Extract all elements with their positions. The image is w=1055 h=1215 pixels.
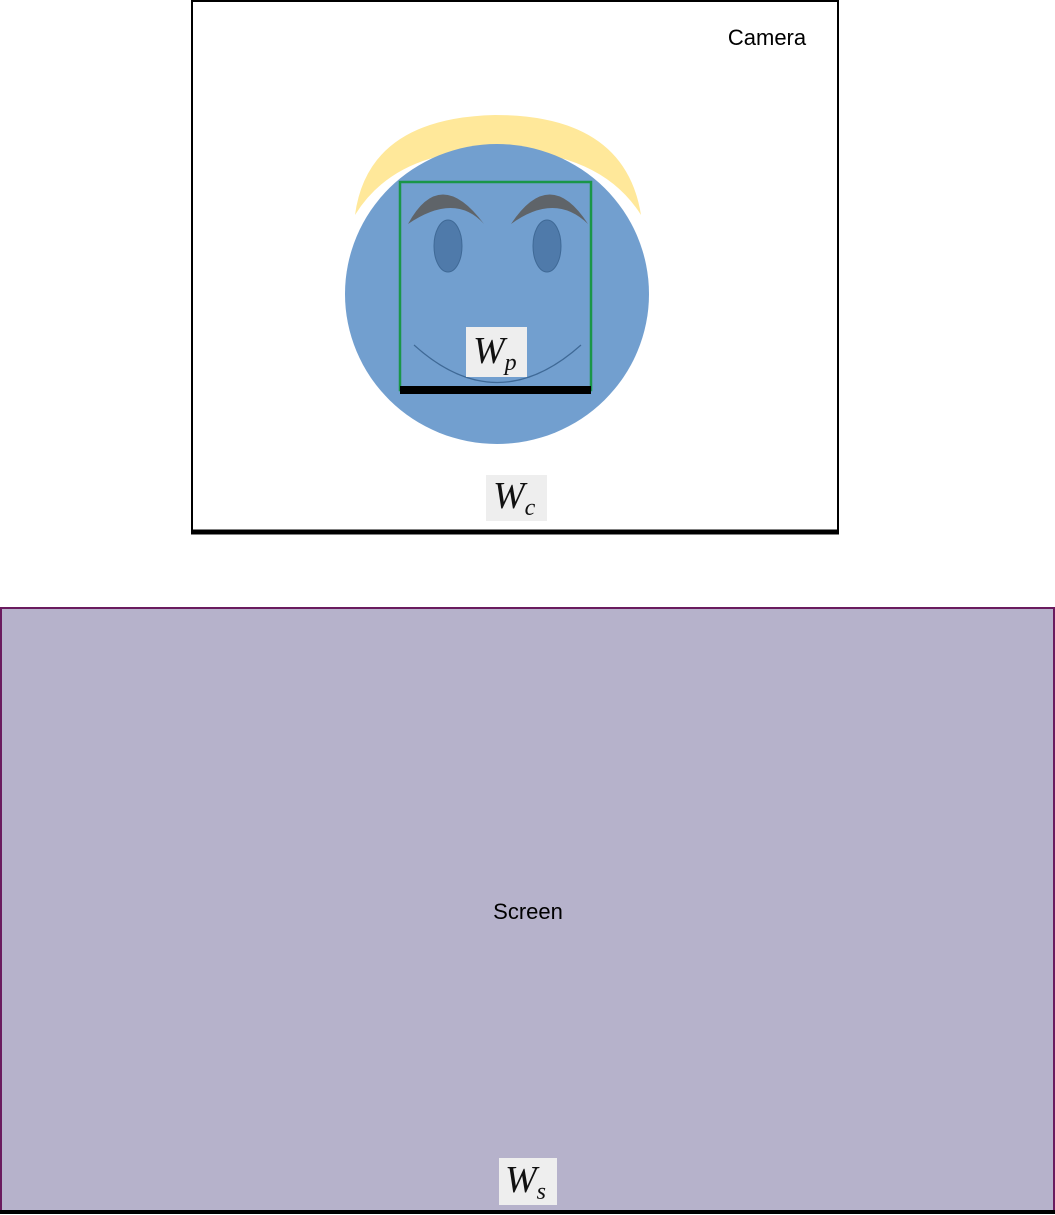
camera-width-symbol-text: Wc: [493, 475, 536, 521]
camera-label: Camera: [728, 25, 807, 50]
camera-width-symbol-sub: c: [525, 495, 536, 521]
camera-width-symbol-bg: [486, 475, 547, 521]
right-eyebrow: [511, 194, 588, 224]
camera-width-symbol-main: W: [493, 475, 528, 517]
smile-line: [413, 344, 582, 383]
screen-rect: [0, 607, 1055, 1213]
screen-width-symbol-bg: [499, 1158, 557, 1205]
hair-shape: [355, 115, 641, 215]
screen-width-symbol-text: Ws: [505, 1159, 546, 1205]
face-bounding-box: [398, 180, 593, 394]
screen-width-symbol-main: W: [505, 1159, 540, 1201]
screen-width-symbol: Ws: [499, 1158, 557, 1205]
screen-width-symbol-sub: s: [537, 1179, 546, 1205]
left-eye: [433, 219, 463, 273]
face-width-symbol-bg: [466, 327, 527, 377]
left-eyebrow: [408, 194, 484, 224]
face-width-symbol-text: Wp: [473, 330, 517, 376]
face-circle: [345, 144, 649, 444]
face-width-symbol: Wp: [466, 327, 527, 377]
face-width-symbol-main: W: [473, 330, 508, 372]
screen-label: Screen: [493, 899, 563, 924]
camera-width-symbol: Wc: [486, 475, 547, 521]
screen: Screen: [0, 607, 1055, 1214]
right-eye: [532, 219, 562, 273]
face: [345, 115, 649, 444]
face-width-symbol-sub: p: [503, 350, 517, 376]
